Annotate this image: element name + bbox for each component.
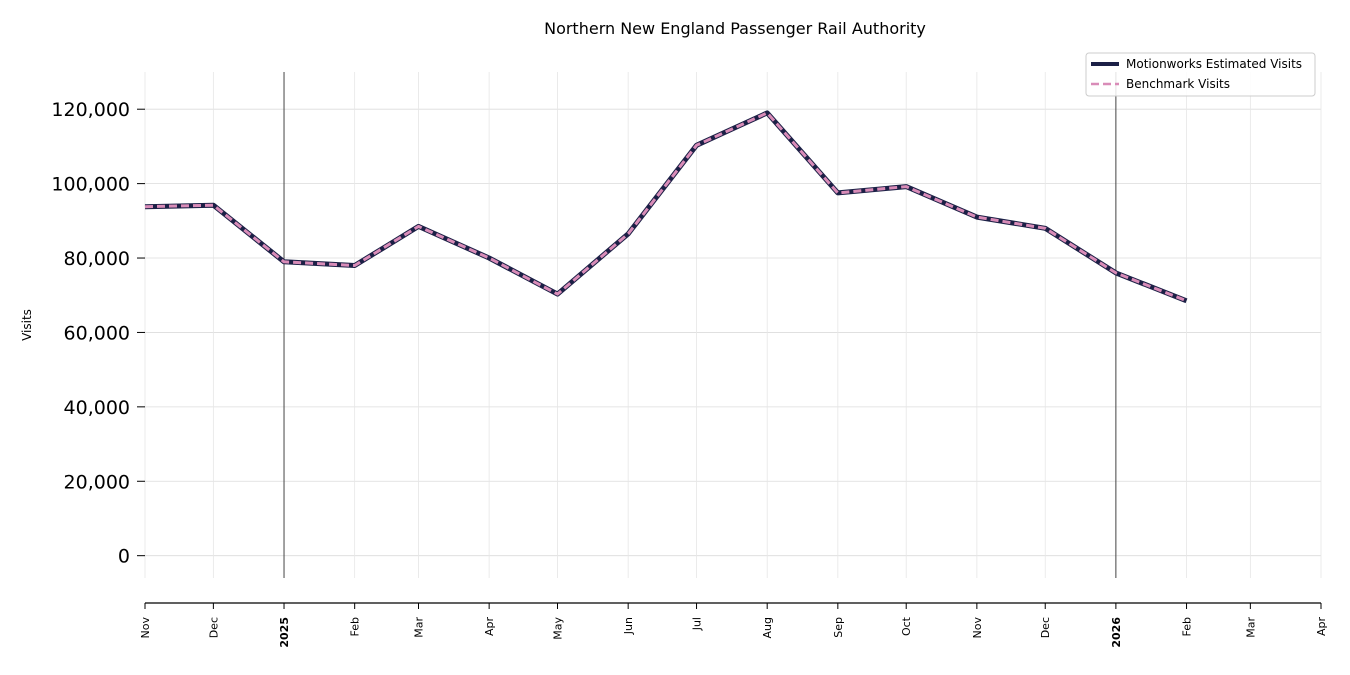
series-line-1 bbox=[144, 110, 1188, 304]
x-tick-label: Oct bbox=[900, 616, 913, 636]
y-tick-label: 40,000 bbox=[64, 397, 130, 419]
x-axis: Nov Dec 2025 Feb Mar Apr May Jun Jul Aug Sep Oct Nov… bbox=[139, 602, 1328, 648]
legend-box bbox=[1085, 52, 1316, 97]
x-tick-label: Dec bbox=[207, 617, 220, 638]
x-tick-label: Sep bbox=[832, 617, 845, 638]
y-tick-label: 0 bbox=[118, 546, 130, 568]
x-tick-label: Nov bbox=[971, 617, 984, 639]
x-tick-label: Feb bbox=[1181, 617, 1194, 636]
legend: Motionworks Estimated Visits Benchmark Vi… bbox=[1085, 52, 1316, 97]
x-tick-label: Jul bbox=[691, 617, 704, 631]
series-lines bbox=[144, 110, 1188, 304]
legend-label-1: Motionworks Estimated Visits bbox=[1126, 57, 1302, 71]
x-tick-label: Dec bbox=[1039, 617, 1052, 638]
y-tick-label: 100,000 bbox=[51, 174, 130, 196]
x-tick-label: Apr bbox=[1315, 617, 1328, 637]
x-tick-label: Mar bbox=[1244, 617, 1257, 638]
y-tick-label: 80,000 bbox=[64, 248, 130, 270]
grid bbox=[144, 72, 1322, 578]
y-tick-label: 20,000 bbox=[64, 471, 130, 493]
y-axis: 0 20,000 40,000 60,000 80,000 100,000 120,000 bbox=[51, 99, 145, 568]
year-marker-lines bbox=[283, 72, 1117, 578]
y-tick-label: 120,000 bbox=[51, 99, 130, 121]
x-tick-label: Feb bbox=[349, 617, 362, 636]
x-tick-label: 2026 bbox=[1110, 617, 1123, 648]
y-axis-label: Visits bbox=[20, 309, 34, 341]
x-tick-label: 2025 bbox=[278, 617, 291, 648]
y-tick-label: 60,000 bbox=[64, 322, 130, 344]
x-tick-label: Mar bbox=[412, 617, 425, 638]
x-tick-label: Nov bbox=[139, 617, 152, 639]
series-line-2 bbox=[144, 111, 1188, 303]
x-tick-label: Aug bbox=[761, 617, 774, 638]
x-tick-label: May bbox=[552, 617, 565, 640]
x-tick-label: Apr bbox=[483, 617, 496, 637]
x-tick-label: Jun bbox=[622, 617, 635, 635]
legend-label-2: Benchmark Visits bbox=[1126, 77, 1230, 91]
chart-title: Northern New England Passenger Rail Auth… bbox=[544, 19, 926, 38]
